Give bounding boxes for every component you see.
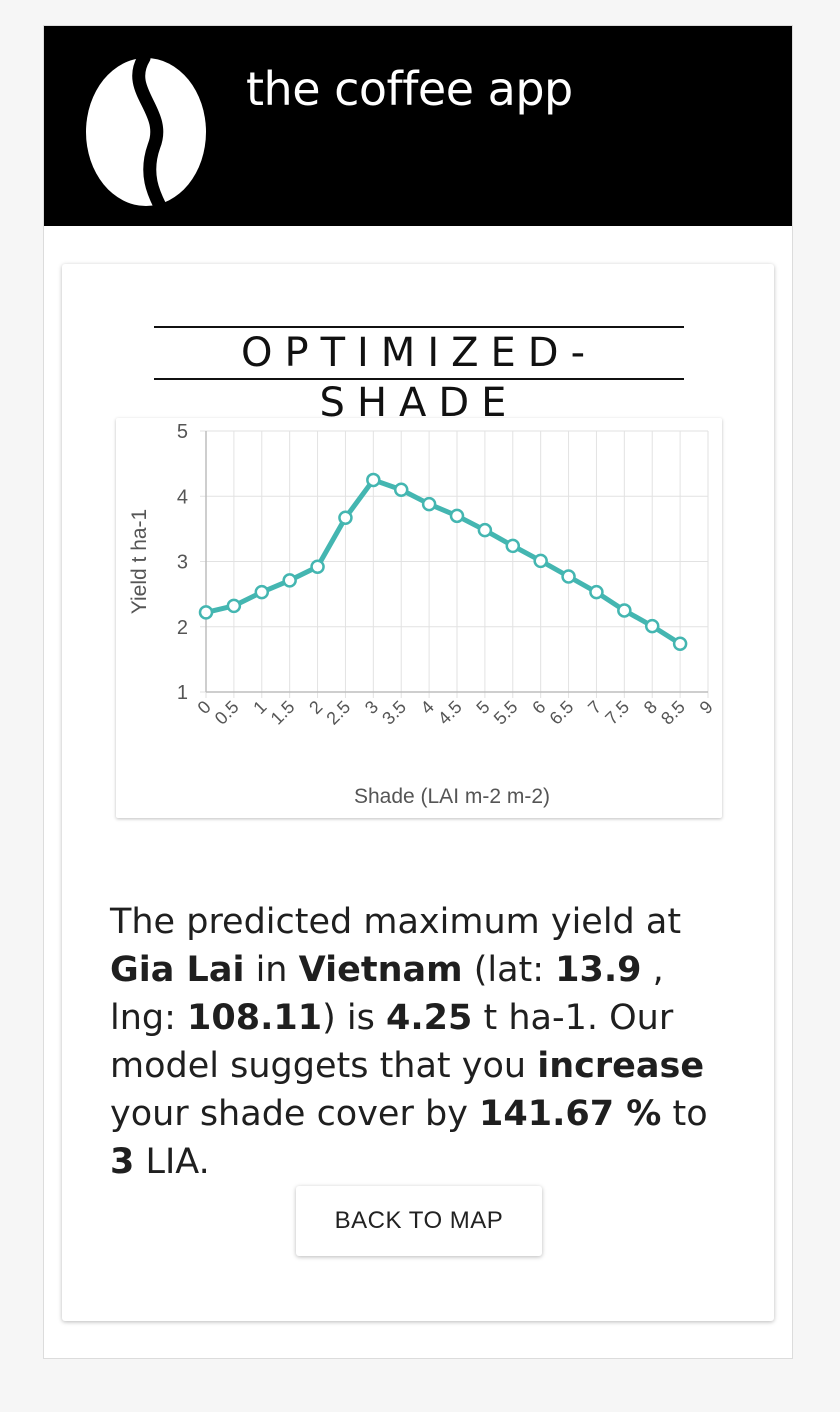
result-card: OPTIMIZED-SHADE 1 2 3 4 5 0 0.5 1 1.5 2 2.5 3 3.5 4 4.… bbox=[62, 264, 774, 1321]
app-title: the coffee app bbox=[246, 62, 573, 116]
x-tick-label: 7.5 bbox=[601, 697, 633, 729]
x-tick-label: 2.5 bbox=[322, 697, 354, 729]
x-tick-label: 5.5 bbox=[490, 697, 522, 729]
x-tick-label: 4.5 bbox=[434, 697, 466, 729]
yield-value: 4.25 bbox=[385, 998, 473, 1038]
data-point bbox=[421, 496, 437, 512]
data-point bbox=[672, 636, 688, 651]
lat-value: 13.9 bbox=[555, 950, 642, 990]
y-tick-label: 4 bbox=[177, 486, 188, 508]
data-point bbox=[282, 573, 297, 588]
coffee-bean-icon bbox=[86, 56, 206, 208]
y-tick-label: 2 bbox=[177, 617, 188, 639]
data-point bbox=[254, 584, 270, 600]
result-text: The predicted maximum yield at Gia Lai i… bbox=[110, 898, 740, 1186]
region-name: Gia Lai bbox=[110, 950, 245, 990]
x-tick-label: 0.5 bbox=[211, 697, 243, 729]
y-axis-title: Yield t ha-1 bbox=[128, 509, 151, 614]
app-header: the coffee app bbox=[44, 26, 792, 226]
data-point bbox=[310, 559, 325, 574]
y-tick-label: 3 bbox=[177, 552, 188, 574]
result-end: LIA. bbox=[134, 1142, 210, 1182]
result-intro: The predicted maximum yield at bbox=[110, 902, 682, 942]
data-point bbox=[617, 603, 632, 618]
result-in: in bbox=[244, 950, 299, 990]
data-point bbox=[449, 508, 465, 524]
x-tick-label: 1.5 bbox=[267, 697, 299, 729]
cover-text: your shade cover by bbox=[110, 1094, 480, 1134]
data-point bbox=[477, 522, 493, 538]
y-tick-label: 1 bbox=[177, 682, 188, 704]
data-point bbox=[393, 482, 409, 497]
data-point bbox=[561, 569, 576, 584]
page-title: OPTIMIZED-SHADE bbox=[154, 326, 684, 426]
y-tick-label: 5 bbox=[177, 421, 188, 443]
target-value: 3 bbox=[110, 1142, 135, 1182]
app-frame: the coffee app OPTIMIZED-SHADE 1 2 3 4 5 0 0.5… bbox=[43, 25, 793, 1359]
x-tick-label: 3.5 bbox=[378, 697, 410, 729]
lng-value: 108.11 bbox=[187, 998, 323, 1038]
data-point bbox=[198, 605, 214, 620]
result-to: to bbox=[661, 1094, 708, 1134]
data-point bbox=[505, 538, 521, 554]
chart-container: 1 2 3 4 5 0 0.5 1 1.5 2 2.5 3 3.5 4 4.5 5 5.5 6 6.5 7 7.5 8 8.… bbox=[116, 418, 722, 818]
x-tick-label: 8.5 bbox=[657, 697, 689, 729]
data-point bbox=[533, 553, 548, 569]
back-to-map-button[interactable]: BACK TO MAP bbox=[296, 1186, 542, 1256]
data-point bbox=[366, 472, 381, 488]
x-tick-label: 6.5 bbox=[546, 697, 578, 729]
lat-label: (lat: bbox=[462, 950, 556, 990]
result-is: ) is bbox=[322, 998, 386, 1038]
lng-label: , lng: bbox=[110, 950, 664, 1038]
x-tick-label: 9 bbox=[696, 697, 717, 718]
data-point bbox=[226, 598, 242, 614]
x-axis-title: Shade (LAI m-2 m-2) bbox=[354, 785, 550, 808]
action-word: increase bbox=[537, 1046, 705, 1086]
percent-value: 141.67 % bbox=[479, 1094, 662, 1134]
data-point bbox=[589, 584, 604, 600]
unit-text: t ha-1. Our model suggets that you bbox=[110, 998, 674, 1086]
country-name: Vietnam bbox=[298, 950, 463, 990]
data-point bbox=[338, 510, 353, 526]
data-point bbox=[644, 618, 660, 634]
